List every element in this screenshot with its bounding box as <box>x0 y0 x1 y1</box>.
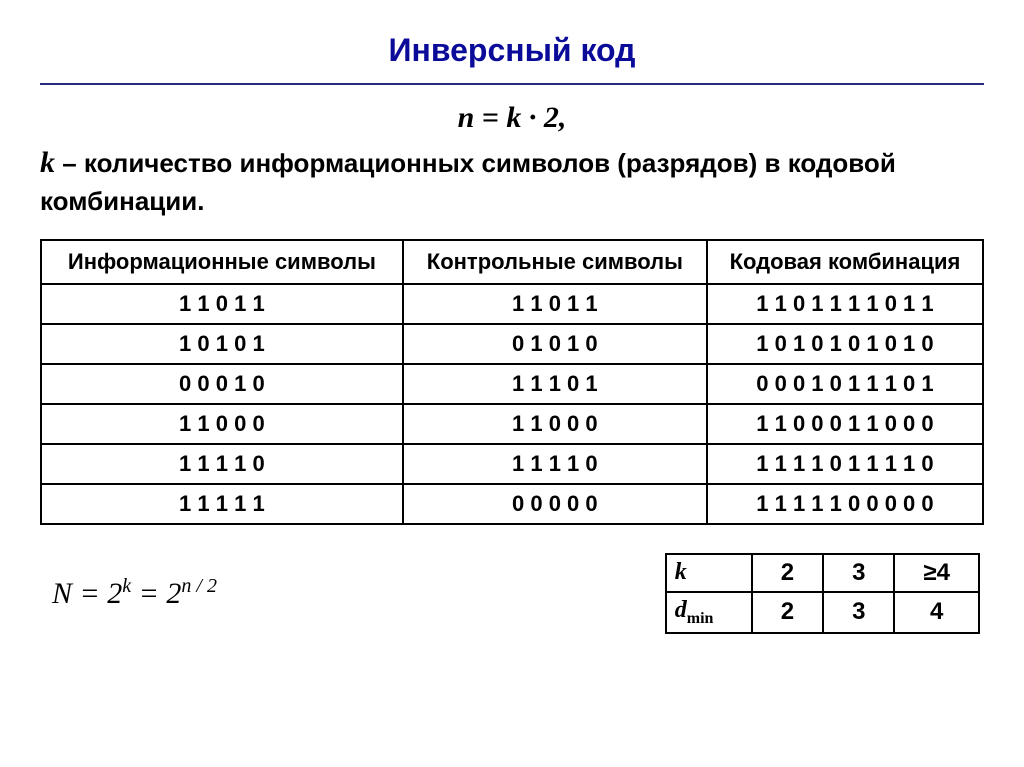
col-header-code: Кодовая комбинация <box>707 240 983 284</box>
mini-head-k: k <box>666 554 752 592</box>
cell-info: 1 0 1 0 1 <box>41 324 403 364</box>
table-row: 1 1 0 0 0 1 1 0 0 0 1 1 0 0 0 1 1 0 0 0 <box>41 404 983 444</box>
description-text: – количество информационных символов (ра… <box>40 148 896 216</box>
cell-code: 0 0 0 1 0 1 1 1 0 1 <box>707 364 983 404</box>
cell-code: 1 1 0 1 1 1 1 0 1 1 <box>707 284 983 324</box>
cell-info: 0 0 0 1 0 <box>41 364 403 404</box>
k-variable: k <box>40 146 55 179</box>
cell-info: 1 1 1 1 0 <box>41 444 403 484</box>
cell-control: 1 1 1 1 0 <box>403 444 707 484</box>
cell-info: 1 1 0 0 0 <box>41 404 403 444</box>
mini-cell: 2 <box>752 554 823 592</box>
table-row: 0 0 0 1 0 1 1 1 0 1 0 0 0 1 0 1 1 1 0 1 <box>41 364 983 404</box>
col-header-control: Контрольные символы <box>403 240 707 284</box>
cell-code: 1 1 1 1 1 0 0 0 0 0 <box>707 484 983 524</box>
mini-cell: 3 <box>823 554 894 592</box>
cell-control: 0 0 0 0 0 <box>403 484 707 524</box>
table-row: 1 1 0 1 1 1 1 0 1 1 1 1 0 1 1 1 1 0 1 1 <box>41 284 983 324</box>
mini-cell: 2 <box>752 592 823 633</box>
formula-top: n = k · 2, <box>40 101 984 135</box>
formula-bottom: N = 2k = 2n / 2 <box>52 575 217 611</box>
cell-control: 1 1 0 1 1 <box>403 284 707 324</box>
mini-row-dmin: dmin 2 3 4 <box>666 592 979 633</box>
table-header-row: Информационные символы Контрольные симво… <box>41 240 983 284</box>
mini-row-k: k 2 3 ≥4 <box>666 554 979 592</box>
mini-cell: ≥4 <box>894 554 979 592</box>
cell-info: 1 1 1 1 1 <box>41 484 403 524</box>
col-header-info: Информационные символы <box>41 240 403 284</box>
description: k – количество информационных символов (… <box>40 143 984 219</box>
title-underline <box>40 83 984 85</box>
cell-code: 1 1 1 1 0 1 1 1 1 0 <box>707 444 983 484</box>
table-row: 1 0 1 0 1 0 1 0 1 0 1 0 1 0 1 0 1 0 1 0 <box>41 324 983 364</box>
cell-control: 0 1 0 1 0 <box>403 324 707 364</box>
cell-code: 1 1 0 0 0 1 1 0 0 0 <box>707 404 983 444</box>
mini-head-dmin: dmin <box>666 592 752 633</box>
main-table: Информационные символы Контрольные симво… <box>40 239 984 525</box>
slide-container: Инверсный код n = k · 2, k – количество … <box>0 0 1024 654</box>
cell-info: 1 1 0 1 1 <box>41 284 403 324</box>
mini-table: k 2 3 ≥4 dmin 2 3 4 <box>665 553 980 634</box>
mini-cell: 3 <box>823 592 894 633</box>
table-row: 1 1 1 1 1 0 0 0 0 0 1 1 1 1 1 0 0 0 0 0 <box>41 484 983 524</box>
page-title: Инверсный код <box>40 32 984 69</box>
cell-code: 1 0 1 0 1 0 1 0 1 0 <box>707 324 983 364</box>
table-row: 1 1 1 1 0 1 1 1 1 0 1 1 1 1 0 1 1 1 1 0 <box>41 444 983 484</box>
bottom-row: N = 2k = 2n / 2 k 2 3 ≥4 dmin 2 3 4 <box>40 553 984 634</box>
cell-control: 1 1 0 0 0 <box>403 404 707 444</box>
mini-cell: 4 <box>894 592 979 633</box>
cell-control: 1 1 1 0 1 <box>403 364 707 404</box>
